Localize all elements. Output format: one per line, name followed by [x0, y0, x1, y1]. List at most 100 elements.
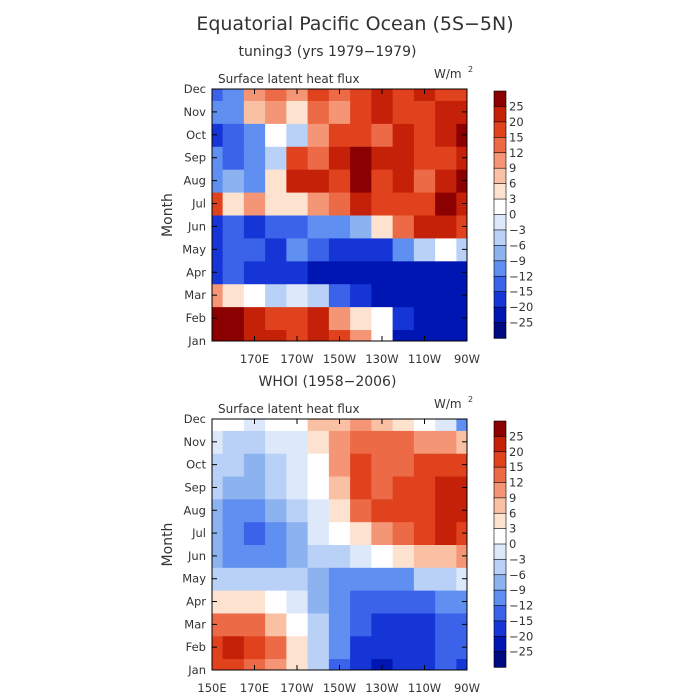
heatmap-cell — [328, 419, 351, 431]
colorbar-label: −3 — [509, 223, 526, 237]
heatmap-cell — [328, 146, 351, 170]
heatmap-cell — [350, 169, 372, 193]
heatmap-cell — [286, 521, 309, 545]
heatmap-cell — [456, 89, 468, 101]
y-tick-label: Sep — [184, 480, 206, 494]
heatmap-cell — [307, 123, 330, 147]
colorbar-label: −15 — [509, 614, 533, 628]
heatmap-cell — [328, 635, 351, 660]
heatmap-cell — [350, 567, 372, 591]
heatmap-cell — [413, 260, 436, 285]
heatmap-cell — [307, 146, 330, 170]
heatmap-cell — [212, 283, 224, 308]
colorbar-swatch — [493, 214, 507, 231]
heatmap-cell — [212, 100, 224, 124]
heatmap-cell — [435, 612, 457, 637]
heatmap-cell — [350, 453, 372, 477]
colorbar-label: −6 — [509, 238, 526, 252]
heatmap-cell — [328, 453, 351, 477]
colorbar-swatch — [493, 651, 507, 668]
heatmap-cell — [392, 89, 415, 101]
heatmap-cell — [286, 100, 309, 124]
heatmap-cell — [371, 260, 394, 285]
y-tick-label: Jul — [191, 197, 206, 211]
colorbar-label: 9 — [509, 491, 516, 505]
heatmap-cell — [286, 498, 309, 523]
heatmap-cell — [350, 635, 372, 660]
heatmap-cell — [371, 419, 394, 431]
x-tick-label: 90W — [454, 352, 480, 366]
y-tick-label: Mar — [184, 288, 206, 302]
heatmap-cell — [286, 476, 309, 500]
heatmap-cell — [222, 169, 245, 193]
heatmap-cell — [307, 430, 330, 454]
heatmap-cell — [350, 123, 372, 147]
colorbar-swatch — [493, 512, 507, 530]
colorbar-swatch — [493, 497, 507, 514]
heatmap-cell — [456, 658, 468, 671]
heatmap-cell — [456, 590, 468, 614]
heatmap-cell — [222, 237, 245, 262]
heatmap-cell — [350, 237, 372, 262]
heatmap-cell — [222, 476, 245, 500]
x-tick-label: 170W — [280, 352, 313, 366]
heatmap-cell — [413, 169, 436, 193]
colorbar-swatch — [493, 466, 507, 484]
heatmap-cell — [456, 430, 468, 454]
colorbar-swatch — [493, 322, 507, 339]
colorbar-swatch — [493, 436, 507, 453]
y-tick-label: Dec — [184, 82, 206, 96]
heatmap-cell — [265, 283, 287, 308]
variable-label: Surface latent heat flux — [218, 72, 360, 86]
heatmap-cell — [392, 635, 415, 660]
heatmap-cell — [413, 498, 436, 523]
heatmap-cell — [456, 419, 468, 431]
heatmap-cell — [222, 306, 245, 331]
heatmap-cell — [435, 146, 457, 170]
heatmap-cell — [371, 521, 394, 545]
heatmap-cell — [286, 658, 309, 671]
heatmap-cell — [456, 521, 468, 545]
colorbar-swatch — [493, 198, 507, 216]
heatmap-cell — [307, 635, 330, 660]
heatmap-cell — [371, 237, 394, 262]
heatmap-cell — [435, 237, 457, 262]
heatmap-cell — [435, 567, 457, 591]
heatmap-cell — [456, 498, 468, 523]
heatmap-cell — [286, 419, 309, 431]
heatmap-cell — [350, 306, 372, 331]
heatmap-cell — [265, 430, 287, 454]
colorbar-swatch — [493, 183, 507, 200]
heatmap-cell — [286, 89, 309, 101]
heatmap-cell — [328, 89, 351, 101]
heatmap-cell — [212, 89, 224, 101]
heatmap-cell — [328, 658, 351, 671]
colorbar-label: −20 — [509, 629, 533, 643]
heatmap-cell — [435, 544, 457, 568]
heatmap-cell — [222, 430, 245, 454]
heatmap-cell — [435, 453, 457, 477]
x-tick-label: 150E — [197, 681, 226, 695]
y-tick-label: Jul — [191, 526, 206, 540]
heatmap-cell — [328, 476, 351, 500]
heatmap-cell — [413, 567, 436, 591]
heatmap-cell — [328, 544, 351, 568]
heatmap-cell — [350, 215, 372, 239]
colorbar-label: −6 — [509, 568, 526, 582]
heatmap-cell — [286, 635, 309, 660]
heatmap-cell — [456, 453, 468, 477]
heatmap-cell — [456, 612, 468, 637]
heatmap-cell — [243, 544, 266, 568]
x-tick-label: 170W — [280, 681, 313, 695]
heatmap-cell — [243, 146, 266, 170]
heatmap-cell — [371, 329, 394, 342]
heatmap-cell — [435, 192, 457, 216]
colorbar-label: 20 — [509, 445, 524, 459]
heatmap-cell — [413, 430, 436, 454]
heatmap-cell — [456, 192, 468, 216]
heatmap-cell — [413, 635, 436, 660]
x-tick-label: 130W — [365, 352, 398, 366]
heatmap-cell — [392, 306, 415, 331]
heatmap-cell — [350, 419, 372, 431]
heatmap-cell — [371, 567, 394, 591]
